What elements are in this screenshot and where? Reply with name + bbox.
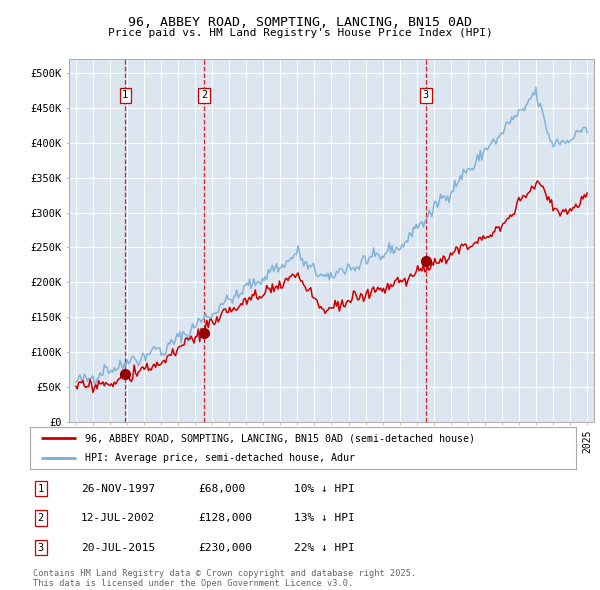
Text: 1: 1 <box>122 90 128 100</box>
Text: £68,000: £68,000 <box>198 484 245 493</box>
Text: £230,000: £230,000 <box>198 543 252 552</box>
Text: 12-JUL-2002: 12-JUL-2002 <box>81 513 155 523</box>
Text: 13% ↓ HPI: 13% ↓ HPI <box>294 513 355 523</box>
Text: 20-JUL-2015: 20-JUL-2015 <box>81 543 155 552</box>
Text: Contains HM Land Registry data © Crown copyright and database right 2025.
This d: Contains HM Land Registry data © Crown c… <box>33 569 416 588</box>
Text: HPI: Average price, semi-detached house, Adur: HPI: Average price, semi-detached house,… <box>85 453 355 463</box>
Text: 2: 2 <box>201 90 207 100</box>
Text: 1: 1 <box>38 484 44 493</box>
Text: 2: 2 <box>38 513 44 523</box>
Text: £128,000: £128,000 <box>198 513 252 523</box>
Text: 3: 3 <box>38 543 44 552</box>
Text: Price paid vs. HM Land Registry's House Price Index (HPI): Price paid vs. HM Land Registry's House … <box>107 28 493 38</box>
Text: 22% ↓ HPI: 22% ↓ HPI <box>294 543 355 552</box>
Text: 10% ↓ HPI: 10% ↓ HPI <box>294 484 355 493</box>
Text: 96, ABBEY ROAD, SOMPTING, LANCING, BN15 0AD (semi-detached house): 96, ABBEY ROAD, SOMPTING, LANCING, BN15 … <box>85 433 475 443</box>
Text: 26-NOV-1997: 26-NOV-1997 <box>81 484 155 493</box>
Text: 96, ABBEY ROAD, SOMPTING, LANCING, BN15 0AD: 96, ABBEY ROAD, SOMPTING, LANCING, BN15 … <box>128 16 472 29</box>
Text: 3: 3 <box>423 90 429 100</box>
